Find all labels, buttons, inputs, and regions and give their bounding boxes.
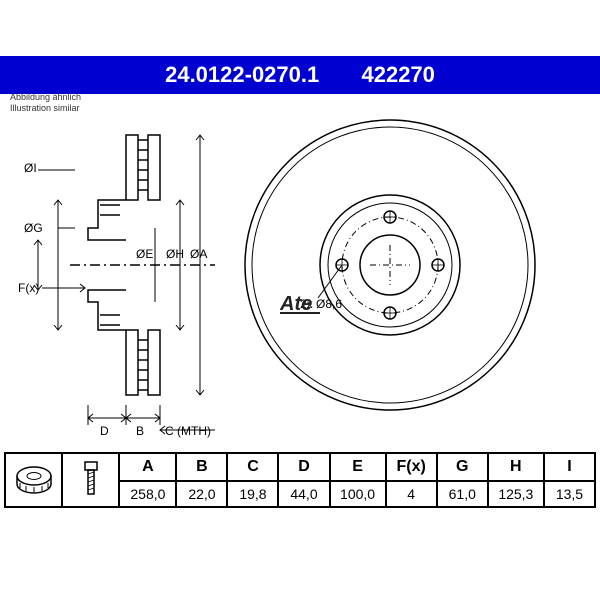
bolt-icon (76, 458, 106, 502)
val-I: 13,5 (544, 481, 595, 507)
part-number-2: 422270 (361, 62, 434, 87)
table-header-row: A B C D E F(x) G H I (5, 453, 595, 481)
hdr-E: E (330, 453, 386, 481)
spec-table: A B C D E F(x) G H I 258,0 22,0 19,8 44,… (4, 452, 596, 508)
val-B: 22,0 (176, 481, 227, 507)
label-D: D (100, 424, 109, 438)
bolt-icon-cell (62, 453, 119, 507)
hdr-I: I (544, 453, 595, 481)
val-A: 258,0 (119, 481, 176, 507)
label-E: ØE (136, 247, 153, 261)
ate-logo: Ate (280, 292, 324, 322)
val-C: 19,8 (227, 481, 278, 507)
hdr-G: G (437, 453, 488, 481)
val-G: 61,0 (437, 481, 488, 507)
side-view (34, 135, 215, 425)
val-H: 125,3 (488, 481, 544, 507)
hdr-H: H (488, 453, 544, 481)
hdr-A: A (119, 453, 176, 481)
svg-text:Ate: Ate (280, 293, 312, 315)
disc-icon-cell (5, 453, 62, 507)
label-I: ØI (24, 161, 37, 175)
label-H: ØH (166, 247, 184, 261)
hdr-F: F(x) (386, 453, 437, 481)
val-E: 100,0 (330, 481, 386, 507)
technical-diagram-svg: ØI ØG ØE ØH ØA F(x) D B C (MTH) (0, 100, 600, 440)
val-F: 4 (386, 481, 437, 507)
disc-icon (12, 458, 56, 502)
val-D: 44,0 (278, 481, 329, 507)
label-B: B (136, 424, 144, 438)
label-A: ØA (190, 247, 207, 261)
hdr-B: B (176, 453, 227, 481)
front-view (245, 120, 535, 410)
label-C: C (MTH) (165, 424, 211, 438)
part-number-header: 24.0122-0270.1 422270 (0, 56, 600, 94)
label-G: ØG (24, 221, 43, 235)
hdr-D: D (278, 453, 329, 481)
label-F: F(x) (18, 281, 39, 295)
hdr-C: C (227, 453, 278, 481)
technical-drawing-page: 24.0122-0270.1 422270 Abbildung ähnlich … (0, 0, 600, 600)
part-number-1: 24.0122-0270.1 (165, 62, 319, 87)
diagram-area: ØI ØG ØE ØH ØA F(x) D B C (MTH) (0, 100, 600, 440)
